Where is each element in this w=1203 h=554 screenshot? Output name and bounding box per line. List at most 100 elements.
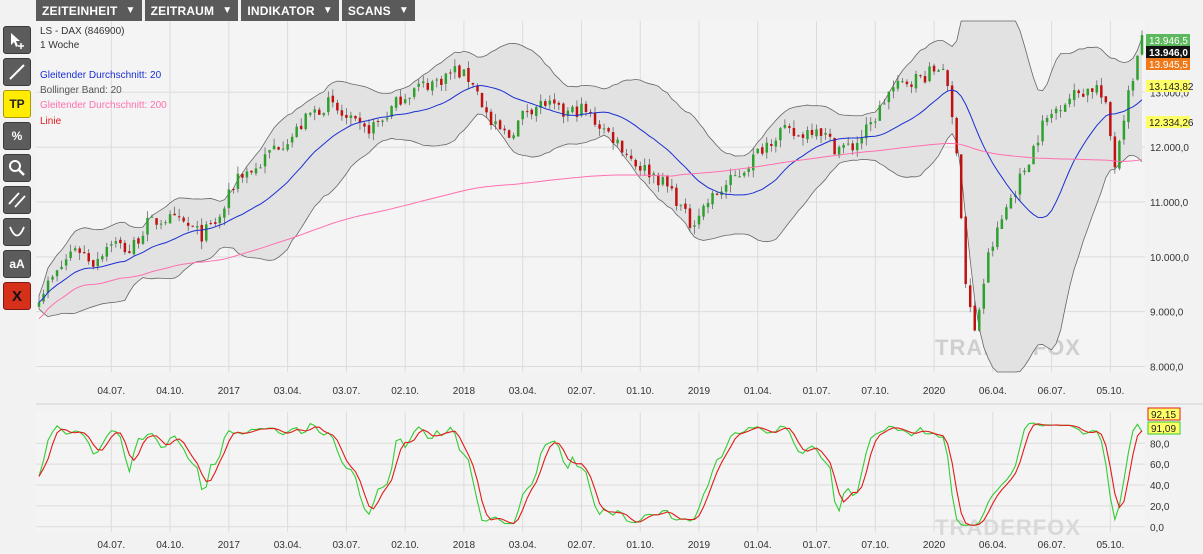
time-tick-label: 02.07. bbox=[568, 540, 596, 551]
candle-body bbox=[440, 78, 443, 85]
candle-body bbox=[616, 139, 619, 144]
candle-body bbox=[150, 216, 154, 218]
line-tool-button[interactable] bbox=[3, 58, 31, 86]
candle-body bbox=[702, 205, 705, 217]
candle-body bbox=[851, 143, 854, 151]
candle-body bbox=[458, 65, 461, 78]
time-tick-label: 05.10. bbox=[1096, 540, 1124, 551]
candle-body bbox=[354, 115, 357, 119]
candle-body bbox=[399, 96, 402, 105]
price-tick-label: 12.000,0 bbox=[1150, 143, 1189, 154]
candle-body bbox=[901, 81, 904, 83]
candle-body bbox=[869, 122, 873, 125]
candle-body bbox=[589, 111, 592, 114]
menu-indikator[interactable]: INDIKATOR ▼ bbox=[241, 0, 339, 21]
candle-body bbox=[874, 121, 877, 123]
candle-body bbox=[159, 223, 163, 225]
candle-body bbox=[132, 239, 136, 255]
candle-body bbox=[245, 171, 249, 178]
tp-tool-button[interactable]: TP bbox=[3, 90, 31, 118]
candle-body bbox=[797, 135, 800, 137]
candle-body bbox=[607, 128, 610, 132]
candle-body bbox=[485, 107, 488, 113]
parallel-lines-tool-button[interactable] bbox=[3, 186, 31, 214]
candle-body bbox=[833, 138, 836, 155]
menu-scans[interactable]: SCANS ▼ bbox=[341, 0, 415, 21]
oscillator-red-line bbox=[38, 423, 1143, 526]
time-tick-label: 2020 bbox=[923, 540, 946, 551]
candle-body bbox=[580, 103, 583, 116]
candle-body bbox=[96, 259, 100, 267]
candle-body bbox=[214, 222, 217, 224]
candle-body bbox=[64, 259, 68, 266]
time-tick-label: 03.07. bbox=[332, 386, 360, 397]
candle-body bbox=[340, 110, 344, 116]
candle-body bbox=[1027, 164, 1031, 173]
menu-zeitraum[interactable]: ZEITRAUM ▼ bbox=[144, 0, 239, 21]
candle-body bbox=[259, 167, 262, 169]
time-tick-label: 2019 bbox=[688, 540, 711, 551]
candle-body bbox=[376, 120, 380, 122]
parallel-lines-icon bbox=[8, 192, 26, 208]
candle-body bbox=[431, 81, 434, 91]
candle-body bbox=[200, 224, 203, 242]
candle-body bbox=[263, 154, 267, 167]
price-badge bbox=[1146, 34, 1190, 46]
candle-body bbox=[675, 187, 678, 206]
candle-body bbox=[562, 103, 565, 117]
delete-tool-button[interactable]: X bbox=[3, 282, 31, 310]
candle-body bbox=[512, 135, 515, 139]
candle-body bbox=[1059, 110, 1062, 112]
candle-body bbox=[55, 270, 59, 277]
candle-body bbox=[919, 75, 922, 77]
text-tool-button[interactable]: aA bbox=[3, 250, 31, 278]
candle-body bbox=[110, 244, 113, 246]
time-tick-label: 03.07. bbox=[332, 540, 360, 551]
candle-body bbox=[507, 130, 511, 138]
oscillator-panel bbox=[36, 412, 1145, 532]
candle-body bbox=[299, 125, 303, 130]
candle-body bbox=[444, 73, 448, 84]
time-tick-label: 02.10. bbox=[391, 540, 419, 551]
candle-body bbox=[598, 124, 601, 129]
candle-body bbox=[223, 208, 226, 218]
osc-badge-label: 92,15 bbox=[1151, 410, 1176, 421]
candle-body bbox=[923, 76, 927, 83]
candle-body bbox=[105, 246, 109, 257]
candle-body bbox=[1041, 120, 1044, 142]
price-badge-label: 13.945,5 bbox=[1149, 60, 1188, 71]
chevron-down-icon: ▼ bbox=[322, 5, 333, 16]
candle-body bbox=[408, 97, 411, 99]
candle-body bbox=[706, 202, 710, 208]
candle-body bbox=[177, 216, 181, 218]
cursor-plus-icon bbox=[11, 33, 24, 49]
zoom-tool-button[interactable] bbox=[3, 154, 31, 182]
candle-body bbox=[1109, 102, 1112, 137]
chart-interval: 1 Woche bbox=[40, 40, 80, 51]
legend-sma20: Gleitender Durchschnitt: 20 bbox=[40, 70, 162, 81]
candle-body bbox=[783, 124, 787, 128]
percent-tool-button[interactable]: % bbox=[3, 122, 31, 150]
candle-body bbox=[128, 251, 131, 253]
candle-body bbox=[73, 248, 77, 251]
candle-body bbox=[860, 137, 863, 144]
time-tick-label: 2019 bbox=[688, 386, 711, 397]
candle-body bbox=[711, 193, 714, 205]
candle-body bbox=[417, 83, 420, 87]
candle-body bbox=[652, 173, 656, 176]
candle-body bbox=[661, 177, 665, 185]
candle-body bbox=[738, 176, 741, 178]
candle-body bbox=[810, 129, 814, 135]
candle-body bbox=[887, 91, 891, 103]
oscillator-green-line bbox=[38, 422, 1143, 527]
candle-body bbox=[892, 87, 895, 92]
candle-body bbox=[1122, 120, 1126, 140]
legend-linie: Linie bbox=[40, 116, 62, 127]
candle-body bbox=[295, 126, 298, 138]
chevron-down-icon: ▼ bbox=[222, 5, 233, 16]
cursor-tool-button[interactable] bbox=[3, 26, 31, 54]
curve-tool-button[interactable] bbox=[3, 218, 31, 246]
menu-zeiteinheit[interactable]: ZEITEINHEIT ▼ bbox=[36, 0, 142, 21]
candle-body bbox=[629, 155, 633, 159]
